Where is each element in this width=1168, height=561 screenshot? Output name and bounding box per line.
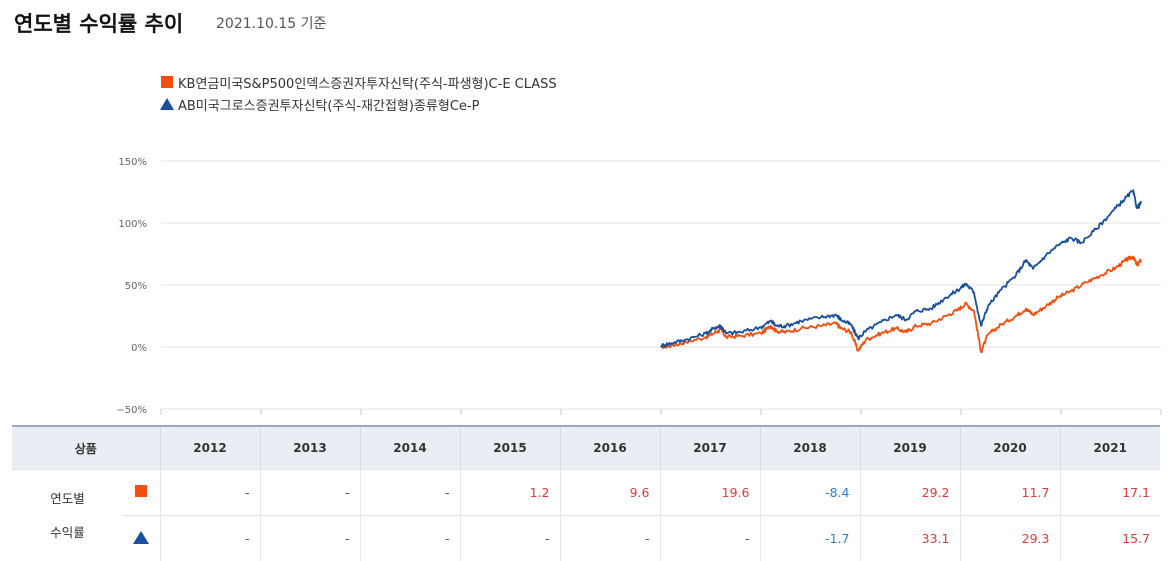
chart-grid — [161, 161, 1161, 415]
table-cell: - — [160, 470, 260, 516]
triangle-marker-icon — [122, 516, 160, 561]
square-marker-icon — [122, 470, 160, 516]
table-cell: - — [460, 516, 560, 561]
table-cell: 17.1 — [1060, 470, 1160, 516]
returns-table: 상품 2012 2013 2014 2015 2016 2017 2018 20… — [12, 425, 1160, 561]
table-header-product: 상품 — [12, 426, 160, 470]
table-cell: - — [360, 516, 460, 561]
row-label: 연도별 수익률 — [12, 470, 122, 561]
table-cell: -8.4 — [760, 470, 860, 516]
table-cell: 11.7 — [960, 470, 1060, 516]
table-cell: 1.2 — [460, 470, 560, 516]
table-cell: 9.6 — [560, 470, 660, 516]
y-tick-label: −50% — [116, 405, 147, 416]
table-cell: - — [560, 516, 660, 561]
row-label-line1: 연도별 — [13, 482, 122, 516]
table-header-year: 2016 — [560, 426, 660, 470]
y-tick-label: 100% — [118, 219, 147, 230]
table-header-year: 2013 — [260, 426, 360, 470]
table-cell: - — [260, 470, 360, 516]
row-label-line2: 수익률 — [13, 516, 122, 550]
table-header-row: 상품 2012 2013 2014 2015 2016 2017 2018 20… — [12, 426, 1160, 470]
table-cell: -1.7 — [760, 516, 860, 561]
y-tick-label: 0% — [131, 343, 147, 354]
table-header-year: 2014 — [360, 426, 460, 470]
table-header-year: 2018 — [760, 426, 860, 470]
table-cell: - — [160, 516, 260, 561]
table-cell: 15.7 — [1060, 516, 1160, 561]
table-header-year: 2015 — [460, 426, 560, 470]
table-header-year: 2020 — [960, 426, 1060, 470]
series-line-ab — [661, 190, 1141, 347]
table-header-year: 2017 — [660, 426, 760, 470]
table-cell: 29.2 — [860, 470, 960, 516]
y-tick-label: 150% — [118, 157, 147, 168]
table-header-year: 2012 — [160, 426, 260, 470]
table-header-year: 2021 — [1060, 426, 1160, 470]
line-chart: 150% 100% 50% 0% −50% — [0, 0, 1168, 425]
table-cell: 29.3 — [960, 516, 1060, 561]
chart-lines — [661, 190, 1141, 352]
table-cell: - — [260, 516, 360, 561]
table-cell: - — [660, 516, 760, 561]
table-cell: - — [360, 470, 460, 516]
table-header-year: 2019 — [860, 426, 960, 470]
table-cell: 19.6 — [660, 470, 760, 516]
table-cell: 33.1 — [860, 516, 960, 561]
series-line-kb — [661, 257, 1141, 353]
y-axis-ticks: 150% 100% 50% 0% −50% — [116, 157, 147, 416]
y-tick-label: 50% — [125, 281, 147, 292]
